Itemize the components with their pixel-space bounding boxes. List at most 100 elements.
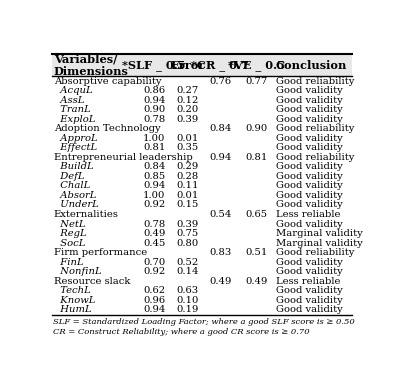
- Text: 0.01: 0.01: [176, 134, 198, 143]
- Text: 0.01: 0.01: [176, 191, 198, 200]
- Text: 0.29: 0.29: [176, 162, 198, 171]
- Text: 0.94: 0.94: [143, 305, 165, 314]
- Text: Good validity: Good validity: [276, 96, 342, 104]
- Text: ChalL: ChalL: [54, 182, 90, 190]
- Text: NonfinL: NonfinL: [54, 267, 101, 276]
- Text: 0.92: 0.92: [143, 200, 165, 209]
- Text: 1.00: 1.00: [143, 134, 165, 143]
- Text: Good validity: Good validity: [276, 105, 342, 114]
- Text: Good reliability: Good reliability: [276, 124, 354, 133]
- Text: *VE _ 0.5: *VE _ 0.5: [228, 60, 285, 70]
- Text: 0.27: 0.27: [176, 86, 198, 95]
- Text: 0.86: 0.86: [143, 86, 165, 95]
- Text: Less reliable: Less reliable: [276, 210, 340, 219]
- Text: Good validity: Good validity: [276, 191, 342, 200]
- Text: AcquL: AcquL: [54, 86, 92, 95]
- Text: EffectL: EffectL: [54, 143, 97, 152]
- Text: 0.76: 0.76: [209, 77, 231, 86]
- Text: Good validity: Good validity: [276, 219, 342, 229]
- Text: 0.94: 0.94: [143, 96, 165, 104]
- Text: SocL: SocL: [54, 239, 85, 248]
- Text: 0.15: 0.15: [176, 200, 198, 209]
- Text: TechL: TechL: [54, 286, 90, 295]
- Text: 0.12: 0.12: [176, 96, 198, 104]
- Text: 0.80: 0.80: [176, 239, 198, 248]
- Text: 0.20: 0.20: [176, 105, 198, 114]
- Text: 0.70: 0.70: [143, 258, 165, 267]
- Text: CR = Construct Reliability; where a good CR score is ≥ 0.70: CR = Construct Reliability; where a good…: [53, 328, 310, 336]
- Text: 0.49: 0.49: [143, 229, 165, 238]
- Text: 0.52: 0.52: [176, 258, 198, 267]
- Text: Good validity: Good validity: [276, 258, 342, 267]
- Text: 0.77: 0.77: [245, 77, 267, 86]
- Text: 0.14: 0.14: [176, 267, 198, 276]
- Text: Good validity: Good validity: [276, 172, 342, 181]
- Text: Resource slack: Resource slack: [54, 277, 130, 286]
- Text: 0.28: 0.28: [176, 172, 198, 181]
- Bar: [52, 54, 352, 76]
- Text: 0.78: 0.78: [143, 115, 165, 124]
- Text: 0.39: 0.39: [176, 219, 198, 229]
- Text: Good validity: Good validity: [276, 143, 342, 152]
- Text: Error: Error: [170, 60, 204, 70]
- Text: 0.39: 0.39: [176, 115, 198, 124]
- Text: 0.49: 0.49: [245, 277, 267, 286]
- Text: UnderL: UnderL: [54, 200, 98, 209]
- Text: 0.75: 0.75: [176, 229, 198, 238]
- Text: 0.90: 0.90: [245, 124, 267, 133]
- Text: Good validity: Good validity: [276, 286, 342, 295]
- Text: 0.62: 0.62: [143, 286, 165, 295]
- Text: 0.51: 0.51: [245, 248, 267, 257]
- Text: ExploL: ExploL: [54, 115, 95, 124]
- Text: 0.85: 0.85: [143, 172, 165, 181]
- Text: 0.94: 0.94: [209, 153, 231, 162]
- Text: 0.49: 0.49: [209, 277, 231, 286]
- Text: KnowL: KnowL: [54, 296, 95, 305]
- Text: 0.81: 0.81: [245, 153, 267, 162]
- Text: Good validity: Good validity: [276, 200, 342, 209]
- Text: AssL: AssL: [54, 96, 84, 104]
- Text: 1.00: 1.00: [143, 191, 165, 200]
- Text: Adoption Technology: Adoption Technology: [54, 124, 160, 133]
- Text: 0.84: 0.84: [209, 124, 231, 133]
- Text: *SLF _ 0.5: *SLF _ 0.5: [123, 60, 186, 70]
- Text: Good validity: Good validity: [276, 182, 342, 190]
- Text: NetL: NetL: [54, 219, 85, 229]
- Text: 0.45: 0.45: [143, 239, 165, 248]
- Text: Entrepreneurial leadership: Entrepreneurial leadership: [54, 153, 193, 162]
- Text: 0.92: 0.92: [143, 267, 165, 276]
- Text: Good validity: Good validity: [276, 115, 342, 124]
- Text: 0.19: 0.19: [176, 305, 198, 314]
- Text: AbsorL: AbsorL: [54, 191, 96, 200]
- Text: BuildL: BuildL: [54, 162, 93, 171]
- Text: Firm performance: Firm performance: [54, 248, 147, 257]
- Text: HumL: HumL: [54, 305, 91, 314]
- Text: FinL: FinL: [54, 258, 83, 267]
- Text: TranL: TranL: [54, 105, 90, 114]
- Text: Less reliable: Less reliable: [276, 277, 340, 286]
- Text: 0.96: 0.96: [143, 296, 165, 305]
- Text: Variables/
Dimensions: Variables/ Dimensions: [54, 53, 129, 77]
- Text: Good validity: Good validity: [276, 86, 342, 95]
- Text: 0.10: 0.10: [176, 296, 198, 305]
- Text: Externalities: Externalities: [54, 210, 119, 219]
- Text: Good reliability: Good reliability: [276, 153, 354, 162]
- Text: 0.90: 0.90: [143, 105, 165, 114]
- Text: 0.11: 0.11: [176, 182, 198, 190]
- Text: Good reliability: Good reliability: [276, 77, 354, 86]
- Text: Good reliability: Good reliability: [276, 248, 354, 257]
- Text: Absorptive capability: Absorptive capability: [54, 77, 161, 86]
- Text: 0.65: 0.65: [245, 210, 267, 219]
- Text: 0.83: 0.83: [209, 248, 231, 257]
- Text: 0.94: 0.94: [143, 182, 165, 190]
- Text: Marginal validity: Marginal validity: [276, 239, 362, 248]
- Text: *CR _ 0.7: *CR _ 0.7: [191, 60, 249, 70]
- Text: 0.81: 0.81: [143, 143, 165, 152]
- Text: Marginal validity: Marginal validity: [276, 229, 362, 238]
- Text: Good validity: Good validity: [276, 134, 342, 143]
- Text: Conclusion: Conclusion: [276, 60, 347, 70]
- Text: 0.35: 0.35: [176, 143, 198, 152]
- Text: Good validity: Good validity: [276, 296, 342, 305]
- Text: Good validity: Good validity: [276, 267, 342, 276]
- Text: RegL: RegL: [54, 229, 86, 238]
